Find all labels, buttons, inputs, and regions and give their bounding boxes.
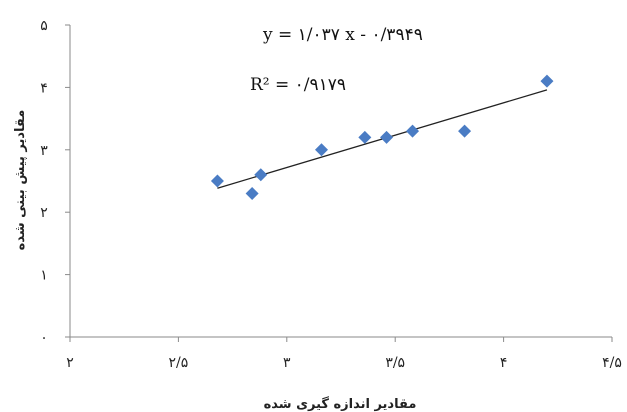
data-point	[380, 130, 394, 144]
y-tick-label: ۳	[40, 143, 48, 159]
data-point	[254, 168, 268, 182]
y-tick-label: ۴	[40, 80, 48, 96]
x-tick-label: ۲/۵	[169, 355, 189, 371]
r-squared-annotation: R² = ۰/۹۱۷۹	[250, 75, 346, 95]
y-tick-label: ۲	[40, 205, 48, 221]
x-tick-label: ۴	[500, 355, 508, 371]
data-point	[458, 124, 472, 138]
data-point	[314, 143, 328, 157]
y-axis-ticks: ۰ ۱ ۲ ۳ ۴ ۵	[40, 18, 70, 346]
x-tick-label: ۳	[283, 355, 291, 371]
data-point	[406, 124, 420, 138]
data-point	[210, 174, 224, 188]
y-axis-title: مقادیر پیش بینی شده	[13, 110, 28, 251]
x-tick-label: ۴/۵	[602, 355, 622, 371]
x-axis-ticks: ۲ ۲/۵ ۳ ۳/۵ ۴ ۴/۵	[66, 337, 622, 371]
x-tick-label: ۲	[66, 355, 74, 371]
data-point	[358, 130, 372, 144]
y-tick-label: ۱	[40, 268, 48, 284]
data-point	[245, 186, 259, 200]
x-axis-title: مقادیر اندازه گیری شده	[264, 396, 417, 412]
x-tick-label: ۳/۵	[385, 355, 405, 371]
equation-annotation: y = ۱/۰۳۷ x - ۰/۳۹۴۹	[262, 25, 423, 45]
y-tick-label: ۰	[40, 330, 48, 346]
axes	[69, 25, 612, 338]
y-tick-label: ۵	[40, 18, 48, 34]
data-points	[210, 74, 554, 200]
data-point	[540, 74, 554, 88]
